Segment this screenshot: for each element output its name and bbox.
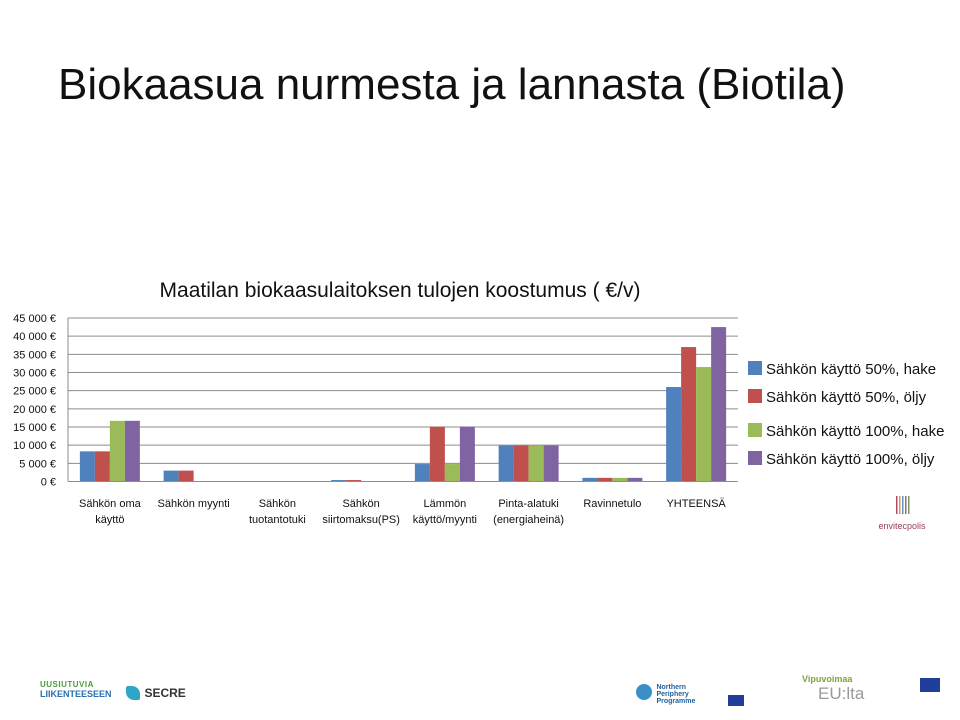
bar	[627, 477, 643, 482]
x-tick-label: Sähkön oma	[79, 498, 142, 510]
legend-label: Sähkön käyttö 50%, hake	[766, 361, 936, 378]
bar	[711, 327, 727, 482]
bar	[582, 477, 598, 482]
x-tick-label: YHTEENSÄ	[666, 498, 726, 510]
legend-swatch	[748, 389, 762, 403]
envitecpolis-logo-text: envitecpolis	[878, 521, 926, 531]
envitecpolis-bars-icon	[896, 496, 910, 514]
bar	[696, 367, 712, 482]
chart-gridlines	[68, 317, 738, 464]
bar	[681, 347, 697, 482]
envitecpolis-logo: envitecpolis	[862, 494, 942, 534]
y-tick-label: 35 000 €	[13, 349, 56, 361]
slide-title: Biokaasua nurmesta ja lannasta (Biotila)	[58, 60, 846, 109]
y-tick-label: 0 €	[41, 477, 56, 489]
bar	[459, 426, 475, 482]
secre-leaf-icon	[126, 685, 140, 700]
bar	[444, 464, 460, 482]
x-tick-label: Sähkön	[259, 498, 296, 510]
y-tick-label: 5 000 €	[19, 458, 56, 470]
y-axis-tick-labels: 0 € 5 000 € 10 000 € 15 000 € 20 000 € 25 000…	[13, 313, 56, 489]
bar	[513, 445, 529, 482]
x-tick-label: käyttö/myynti	[413, 514, 477, 526]
bar	[124, 420, 140, 482]
bar	[498, 445, 514, 482]
bar	[331, 480, 347, 482]
y-tick-label: 25 000 €	[13, 386, 56, 398]
x-tick-label: Sähkön myynti	[158, 498, 230, 510]
secre-logo-text: SECRE	[144, 685, 186, 700]
x-tick-label: Lämmön	[423, 498, 466, 510]
bar	[94, 451, 110, 482]
bar	[414, 464, 430, 482]
y-tick-label: 20 000 €	[13, 404, 56, 416]
x-tick-label: Pinta-alatuki	[498, 498, 559, 510]
eu-flag-right-icon	[920, 678, 940, 692]
secre-logo: SECRE	[126, 684, 186, 702]
bar	[346, 480, 362, 482]
bar	[109, 420, 125, 482]
eulta-text: EU:lta	[818, 684, 865, 703]
chart-legend: Sähkön käyttö 50%, hake Sähkön käyttö 50%…	[748, 361, 944, 468]
bar	[543, 445, 559, 482]
y-tick-label: 45 000 €	[13, 313, 56, 325]
legend-swatch	[748, 423, 762, 437]
x-tick-label: käyttö	[95, 514, 124, 526]
x-tick-label: (energiaheinä)	[493, 514, 564, 526]
chart-bars	[79, 327, 727, 482]
legend-label: Sähkön käyttö 100%, öljy	[766, 451, 935, 468]
x-tick-label: tuotantotuki	[249, 514, 306, 526]
eu-flag-icon	[728, 695, 744, 706]
bar	[528, 445, 544, 482]
npp-globe-icon	[636, 684, 652, 700]
bar	[597, 477, 613, 482]
y-tick-label: 30 000 €	[13, 368, 56, 380]
x-tick-label: Sähkön	[342, 498, 379, 510]
legend-label: Sähkön käyttö 100%, hake	[766, 423, 944, 440]
x-tick-label: siirtomaksu(PS)	[322, 514, 400, 526]
bar	[178, 470, 194, 482]
x-axis-category-labels: Sähkön oma käyttö Sähkön myynti Sähkön tuota…	[79, 498, 726, 526]
npp-logo-line3: Programme	[656, 698, 696, 705]
legend-label: Sähkön käyttö 50%, öljy	[766, 389, 927, 406]
x-tick-label: Ravinnetulo	[583, 498, 641, 510]
northern-periphery-programme-logo: Northern Periphery Programme	[636, 684, 695, 705]
uusiutuvia-logo-line1: UUSIUTUVIA	[40, 680, 94, 689]
bar	[612, 477, 628, 482]
bar	[666, 387, 682, 482]
bar	[163, 470, 179, 482]
y-tick-label: 40 000 €	[13, 331, 56, 343]
npp-logo-line2: Periphery	[656, 691, 689, 698]
uusiutuvia-logo-line2: LIIKENTEESEEN	[40, 689, 112, 699]
chart-title: Maatilan biokaasulaitoksen tulojen koost…	[160, 279, 641, 302]
legend-swatch	[748, 361, 762, 375]
bar	[79, 451, 95, 482]
npp-logo-line1: Northern	[656, 684, 687, 691]
vipuvoimaa-eulta-logo: Vipuvoimaa EU:lta	[802, 674, 864, 704]
y-tick-label: 10 000 €	[13, 440, 56, 452]
y-tick-label: 15 000 €	[13, 422, 56, 434]
uusiutuvia-liikenteeseen-logo: UUSIUTUVIA LIIKENTEESEEN	[40, 680, 112, 699]
vipuvoimaa-text: Vipuvoimaa	[802, 674, 853, 684]
legend-swatch	[748, 451, 762, 465]
bar	[429, 426, 445, 482]
